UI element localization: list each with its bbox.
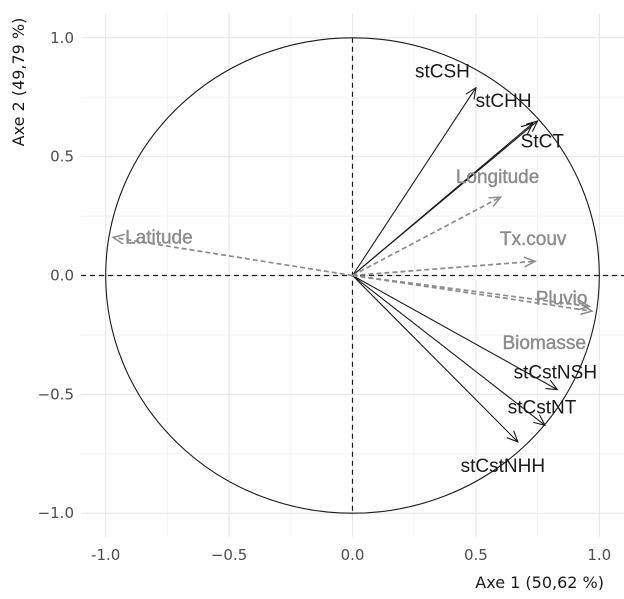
arrow-shaft xyxy=(352,275,558,391)
y-axis-ticks: 1.0 0.5 0.0 −0.5 −1.0 xyxy=(38,29,74,522)
x-tick-label: 1.0 xyxy=(587,546,611,564)
arrow-head xyxy=(523,256,537,268)
arrow-stcsh xyxy=(352,86,477,276)
label-stcstnhh: stCstNHH xyxy=(461,456,545,477)
label-stcstnt: stCstNT xyxy=(508,397,577,418)
arrow-head xyxy=(577,299,592,311)
arrow-head xyxy=(545,379,559,391)
variable-labels: stCSH stCHH StCT stCstNSH stCstNT stCstNHH Lat… xyxy=(125,62,597,477)
x-axis-ticks: -1.0 −0.5 0.0 0.5 1.0 xyxy=(91,546,611,564)
label-stct: StCT xyxy=(521,131,565,152)
arrow-shaft xyxy=(352,275,546,426)
arrow-head xyxy=(580,304,594,316)
arrow-shaft xyxy=(112,236,353,277)
arrow-shaft xyxy=(352,122,534,276)
variable-arrows xyxy=(111,86,594,443)
arrow-stcstnsh xyxy=(352,275,559,391)
arrow-latitude xyxy=(111,233,353,277)
label-stcstnsh: stCstNSH xyxy=(514,363,597,384)
arrow-head xyxy=(488,196,503,207)
y-axis-label: Axe 2 (49,79 %) xyxy=(9,18,28,147)
label-pluvio: Pluvio xyxy=(536,288,588,309)
arrow-head xyxy=(525,120,539,132)
arrow-shaft xyxy=(352,274,593,312)
arrow-shaft xyxy=(352,87,477,276)
arrow-shaft xyxy=(352,275,519,443)
arrow-tx-couv xyxy=(352,256,537,277)
arrow-stcstnt xyxy=(352,275,547,427)
label-longitude: Longitude xyxy=(456,167,539,188)
arrow-pluvio xyxy=(352,274,592,311)
correlation-circle xyxy=(105,37,600,514)
arrow-biomasse xyxy=(352,274,594,316)
label-biomasse: Biomasse xyxy=(502,333,585,354)
label-tx-couv: Tx.couv xyxy=(500,229,567,250)
x-axis-label: Axe 1 (50,62 %) xyxy=(475,573,604,592)
label-stchh: stCHH xyxy=(476,91,532,112)
x-tick-label: 0.5 xyxy=(464,546,488,564)
arrow-head xyxy=(506,430,519,443)
y-tick-label: 1.0 xyxy=(50,29,74,47)
label-latitude: Latitude xyxy=(125,227,193,248)
x-tick-label: 0.0 xyxy=(341,546,365,564)
x-tick-label: −0.5 xyxy=(211,546,247,564)
label-stcsh: stCSH xyxy=(415,62,470,83)
y-tick-label: −1.0 xyxy=(38,504,74,522)
y-tick-label: 0.5 xyxy=(50,148,74,166)
x-tick-label: -1.0 xyxy=(91,546,120,564)
y-tick-label: 0.0 xyxy=(50,267,74,285)
arrow-stcstnhh xyxy=(352,275,519,443)
y-tick-label: −0.5 xyxy=(38,385,74,403)
arrow-head xyxy=(533,414,547,427)
arrow-head xyxy=(520,122,534,135)
arrow-shaft xyxy=(352,260,536,277)
arrow-longitude xyxy=(352,196,503,277)
arrow-shaft xyxy=(352,196,501,277)
arrow-head xyxy=(111,233,125,245)
arrow-stct xyxy=(352,122,534,276)
arrow-head xyxy=(465,86,477,100)
